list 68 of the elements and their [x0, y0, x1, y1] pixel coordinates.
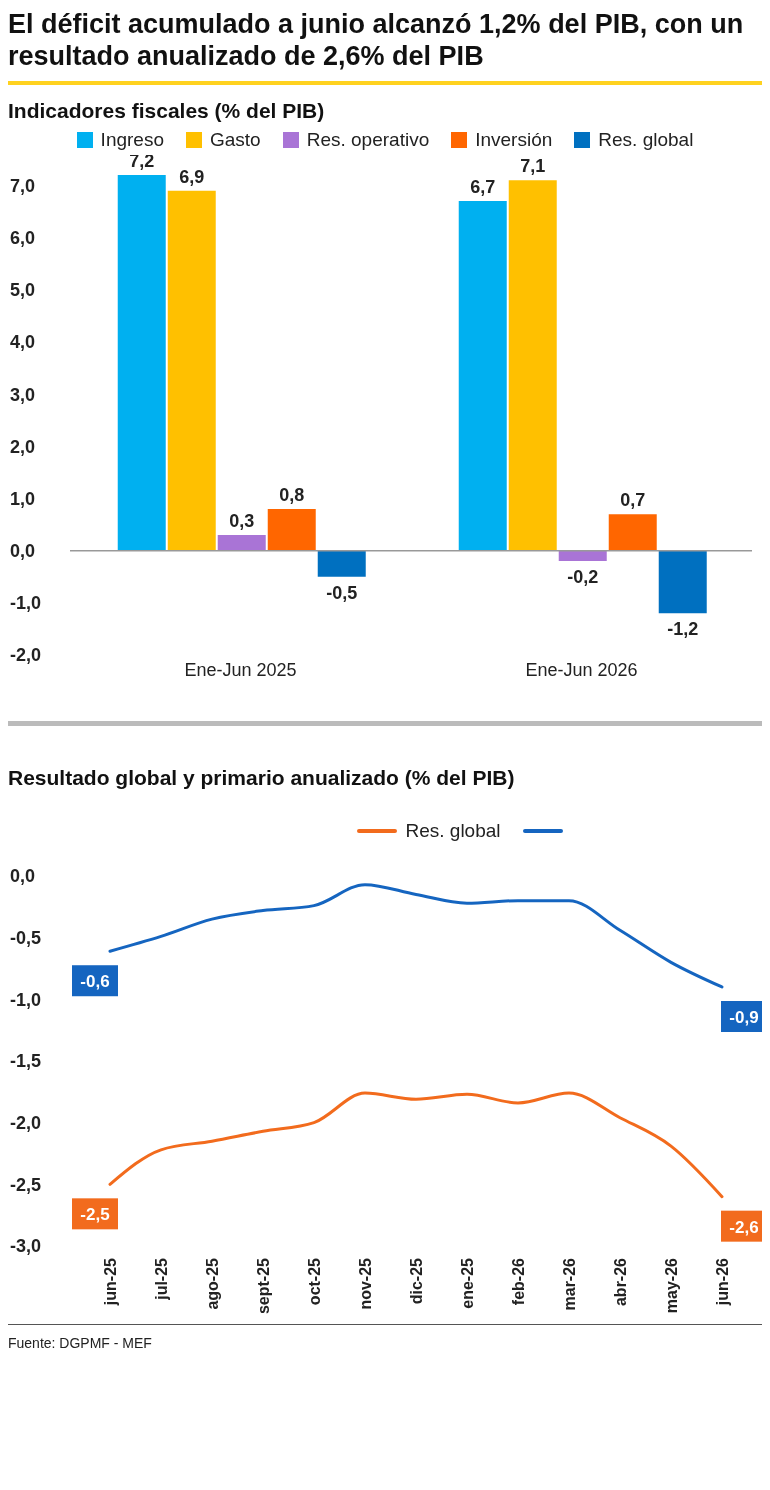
x-tick-label: may-26 — [662, 1257, 680, 1313]
y-tick-label: -3,0 — [10, 1236, 42, 1257]
legend-label: Gasto — [209, 128, 261, 151]
y-tick-label: 0,0 — [10, 866, 36, 887]
data-label: -1,2 — [667, 619, 699, 640]
y-tick-label: -0,5 — [10, 927, 42, 948]
bar — [608, 513, 657, 551]
legend-label: Inversión — [475, 128, 553, 151]
x-tick-label: jul-25 — [152, 1257, 170, 1301]
x-tick-label: dic-25 — [407, 1257, 425, 1305]
y-tick-label: 5,0 — [10, 279, 36, 300]
x-tick-label: mar-26 — [560, 1257, 578, 1311]
bar — [458, 200, 507, 551]
data-label: 6,9 — [179, 166, 205, 187]
x-tick-label: abr-26 — [611, 1257, 629, 1306]
bar — [117, 174, 166, 551]
data-label: 0,8 — [279, 484, 305, 505]
data-label: -2,6 — [729, 1217, 759, 1237]
x-tick-label: jun-25 — [101, 1257, 119, 1306]
bar — [167, 190, 216, 551]
y-tick-label: 4,0 — [10, 332, 36, 353]
x-tick-label: ago-25 — [203, 1257, 221, 1310]
y-tick-label: 3,0 — [10, 384, 36, 405]
legend-label: Res. global — [405, 819, 501, 842]
data-label: -0,9 — [729, 1007, 759, 1027]
legend-label: Res. global — [598, 128, 694, 151]
y-tick-label: -1,0 — [10, 989, 42, 1010]
x-tick-label: nov-25 — [356, 1257, 374, 1310]
data-label: 0,3 — [229, 510, 255, 531]
x-tick-label: feb-26 — [509, 1257, 527, 1305]
bar — [658, 550, 707, 614]
data-label: -2,5 — [80, 1205, 110, 1225]
x-tick-label: Ene-Jun 2025 — [184, 659, 297, 680]
y-tick-label: 7,0 — [10, 175, 36, 196]
chart-subtitle: Indicadores fiscales (% del PIB) — [8, 98, 326, 123]
data-label: 7,2 — [129, 150, 155, 171]
data-label: 7,1 — [520, 156, 546, 176]
source-note: Fuente: DGPMF - MEF — [8, 1334, 153, 1351]
bar — [508, 180, 557, 551]
data-label: 0,7 — [620, 489, 646, 510]
y-tick-label: -2,5 — [10, 1174, 42, 1195]
bar — [267, 508, 316, 551]
data-label: 6,7 — [470, 176, 496, 197]
x-tick-label: sept-25 — [254, 1257, 272, 1314]
chart-title: El déficit acumulado a junio alcanzó 1,2% del PIB, con un resultado anualizado de 2,6% del PIB — [8, 8, 762, 85]
data-label: -0,5 — [326, 582, 358, 603]
legend-label: Ingreso — [100, 128, 164, 151]
y-tick-label: -1,0 — [10, 593, 42, 613]
data-label: -0,2 — [567, 566, 599, 587]
line-series — [108, 882, 724, 989]
y-tick-label: -1,5 — [10, 1051, 42, 1072]
legend-label: Res. operativo — [306, 128, 430, 151]
x-tick-label: ene-25 — [458, 1257, 476, 1309]
chart-title: Resultado global y primario anualizado (% del PIB) — [8, 765, 516, 790]
y-tick-label: 6,0 — [10, 227, 36, 248]
y-tick-label: 2,0 — [10, 436, 36, 457]
bar — [217, 534, 266, 551]
y-tick-label: 1,0 — [10, 488, 36, 509]
y-tick-label: -2,0 — [10, 645, 42, 666]
x-tick-label: Ene-Jun 2026 — [525, 659, 638, 680]
bar — [558, 550, 607, 561]
y-tick-label: 0,0 — [10, 540, 36, 561]
line-series — [108, 1091, 724, 1198]
x-tick-label: oct-25 — [305, 1257, 323, 1305]
data-label: -0,6 — [80, 972, 110, 992]
bar — [317, 550, 366, 577]
y-tick-label: -2,0 — [10, 1112, 42, 1133]
x-tick-label: jun-26 — [713, 1257, 731, 1306]
